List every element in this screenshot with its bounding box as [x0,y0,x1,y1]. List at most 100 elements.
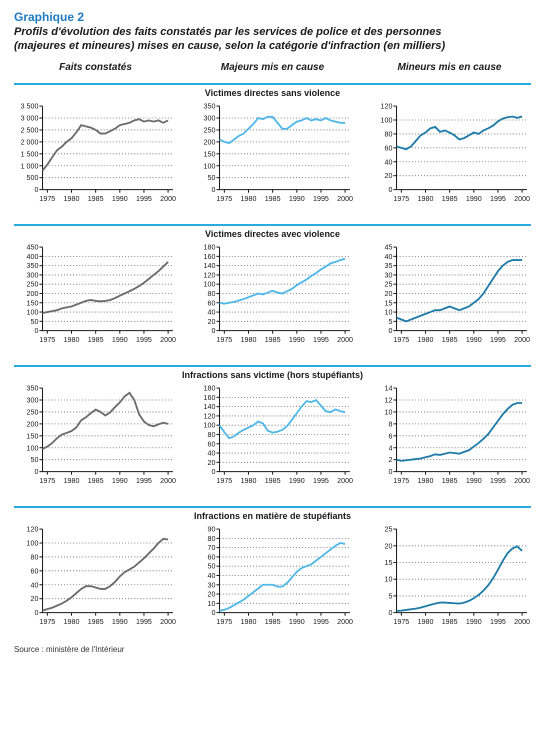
svg-text:1985: 1985 [442,335,458,343]
svg-text:250: 250 [204,126,216,134]
svg-text:100: 100 [204,280,216,288]
svg-text:35: 35 [385,262,393,270]
chart-cell: 05001 0001 5002 0002 5003 0003 500197519… [14,102,177,214]
svg-text:1990: 1990 [112,618,128,626]
svg-text:500: 500 [27,174,39,182]
data-series [43,392,169,448]
svg-text:120: 120 [204,271,216,279]
svg-text:10: 10 [208,600,216,608]
svg-text:2 000: 2 000 [21,138,39,146]
svg-text:45: 45 [385,243,393,251]
source-text: Source : ministère de l'Intérieur [14,645,531,654]
svg-text:20: 20 [208,317,216,325]
figure-label: Graphique 2 [14,10,531,24]
svg-text:30: 30 [208,581,216,589]
svg-text:1980: 1980 [64,194,80,202]
svg-text:350: 350 [27,262,39,270]
svg-text:2 500: 2 500 [21,126,39,134]
svg-text:400: 400 [27,252,39,260]
svg-text:2000: 2000 [514,335,530,343]
svg-text:80: 80 [208,431,216,439]
svg-text:60: 60 [208,553,216,561]
svg-text:1985: 1985 [265,335,281,343]
svg-text:300: 300 [204,114,216,122]
svg-text:20: 20 [31,595,39,603]
chart-cell: 0501001502002503003501975198019851990199… [191,102,354,214]
svg-text:100: 100 [381,116,393,124]
row-title: Infractions sans victime (hors stupéfian… [14,370,531,380]
svg-text:180: 180 [204,243,216,251]
svg-text:3 000: 3 000 [21,114,39,122]
svg-text:1980: 1980 [418,476,434,484]
data-series [397,546,523,610]
svg-text:8: 8 [388,420,392,428]
svg-text:1980: 1980 [418,194,434,202]
line-chart: 0102030405060708090197519801985199019952… [191,525,354,637]
chart-cell: 0510152025303540451975198019851990199520… [368,243,531,355]
col-header-0: Faits constatés [14,62,177,73]
svg-text:1975: 1975 [39,618,55,626]
svg-text:160: 160 [204,394,216,402]
svg-text:15: 15 [385,299,393,307]
svg-text:1980: 1980 [418,618,434,626]
chart-cell: 0510152025197519801985199019952000 [368,525,531,637]
svg-text:2000: 2000 [160,618,176,626]
svg-text:1975: 1975 [393,194,409,202]
line-chart: 020406080100120197519801985199019952000 [14,525,177,637]
svg-text:120: 120 [27,525,39,533]
svg-text:2000: 2000 [514,618,530,626]
svg-text:1985: 1985 [442,476,458,484]
svg-text:200: 200 [204,138,216,146]
svg-text:20: 20 [208,590,216,598]
svg-text:20: 20 [385,542,393,550]
svg-text:1990: 1990 [466,335,482,343]
svg-text:5: 5 [388,592,392,600]
svg-text:60: 60 [208,440,216,448]
line-chart: 0510152025303540451975198019851990199520… [368,243,531,355]
svg-text:100: 100 [27,444,39,452]
line-chart: 05001 0001 5002 0002 5003 0003 500197519… [14,102,177,214]
chart-row: 0204060801001201975198019851990199520000… [14,525,531,637]
line-chart: 0501001502002503003501975198019851990199… [14,384,177,496]
svg-text:1975: 1975 [216,476,232,484]
figure-title-line2: (majeures et mineures) mises en cause, s… [14,40,445,52]
svg-text:120: 120 [204,412,216,420]
chart-cell: 0501001502002503003501975198019851990199… [14,384,177,496]
svg-text:1975: 1975 [393,335,409,343]
svg-text:2: 2 [388,456,392,464]
svg-text:50: 50 [208,562,216,570]
svg-text:1975: 1975 [393,618,409,626]
svg-text:1980: 1980 [241,618,257,626]
svg-text:150: 150 [27,432,39,440]
svg-text:1980: 1980 [241,335,257,343]
svg-text:160: 160 [204,252,216,260]
svg-text:60: 60 [208,299,216,307]
svg-text:1995: 1995 [136,476,152,484]
chart-row: 05001 0001 5002 0002 5003 0003 500197519… [14,102,531,214]
svg-text:1 500: 1 500 [21,150,39,158]
svg-text:2000: 2000 [160,194,176,202]
row-title: Victimes directes sans violence [14,88,531,98]
data-series [43,539,169,611]
row-separator [14,365,531,367]
svg-text:40: 40 [385,158,393,166]
svg-text:2000: 2000 [514,476,530,484]
svg-text:350: 350 [204,102,216,110]
line-chart: 0204060801001201401601801975198019851990… [191,243,354,355]
column-headers: Faits constatés Majeurs mis en cause Min… [14,62,531,73]
svg-text:12: 12 [385,396,393,404]
chart-cell: 0501001502002503003504004501975198019851… [14,243,177,355]
svg-text:1975: 1975 [216,194,232,202]
svg-text:1985: 1985 [265,194,281,202]
data-series [43,119,169,170]
svg-text:1990: 1990 [466,476,482,484]
svg-text:1985: 1985 [442,194,458,202]
svg-text:60: 60 [31,567,39,575]
svg-text:1990: 1990 [289,194,305,202]
svg-text:60: 60 [385,144,393,152]
svg-text:1985: 1985 [265,618,281,626]
svg-text:1995: 1995 [136,618,152,626]
svg-text:150: 150 [204,150,216,158]
svg-text:20: 20 [208,459,216,467]
col-header-1: Majeurs mis en cause [191,62,354,73]
